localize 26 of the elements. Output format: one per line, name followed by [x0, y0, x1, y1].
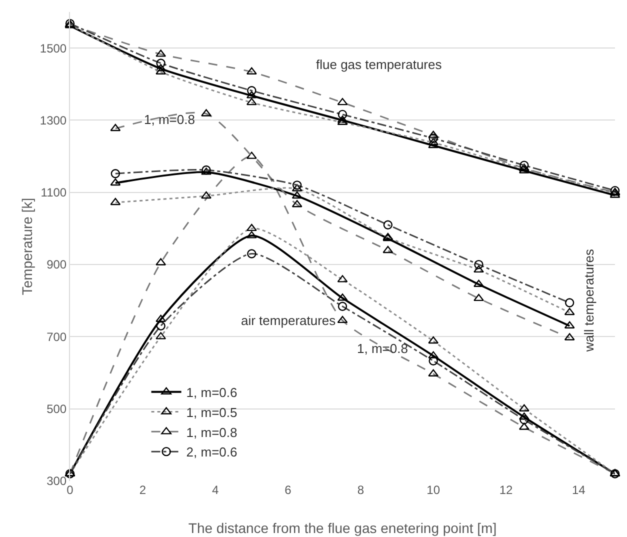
annotation: 1, m=0.8: [144, 112, 195, 127]
x-tick-label: 0: [66, 483, 74, 497]
x-tick-label: 14: [572, 483, 586, 497]
y-tick-label: 700: [46, 330, 67, 344]
y-tick-label: 1500: [40, 41, 67, 56]
y-tick-label: 900: [46, 258, 67, 272]
y-axis-title: Temperature [k]: [19, 198, 35, 296]
x-tick-label: 8: [357, 483, 364, 497]
legend-label: 1, m=0.5: [186, 404, 238, 420]
annotation: flue gas temperatures: [316, 57, 442, 72]
legend-label: 1, m=0.6: [186, 384, 238, 400]
x-tick-label: 12: [499, 483, 513, 497]
x-tick-label: 10: [426, 483, 440, 497]
x-axis-title: The distance from the flue gas enetering point [m]: [188, 520, 497, 536]
annotation: wall temperatures: [582, 248, 597, 353]
y-tick-label: 300: [46, 474, 67, 488]
x-tick-label: 2: [139, 483, 146, 497]
legend-label: 1, m=0.8: [186, 424, 238, 440]
y-tick-label: 1100: [40, 186, 67, 200]
legend-label: 2, m=0.6: [186, 444, 238, 460]
y-tick-label: 500: [46, 402, 67, 416]
x-tick-label: 4: [212, 483, 219, 497]
annotation: air temperatures: [241, 313, 336, 328]
annotation: 1, m=0.8: [357, 341, 408, 356]
y-tick-label: 1300: [40, 113, 67, 128]
x-tick-label: 6: [284, 483, 292, 497]
